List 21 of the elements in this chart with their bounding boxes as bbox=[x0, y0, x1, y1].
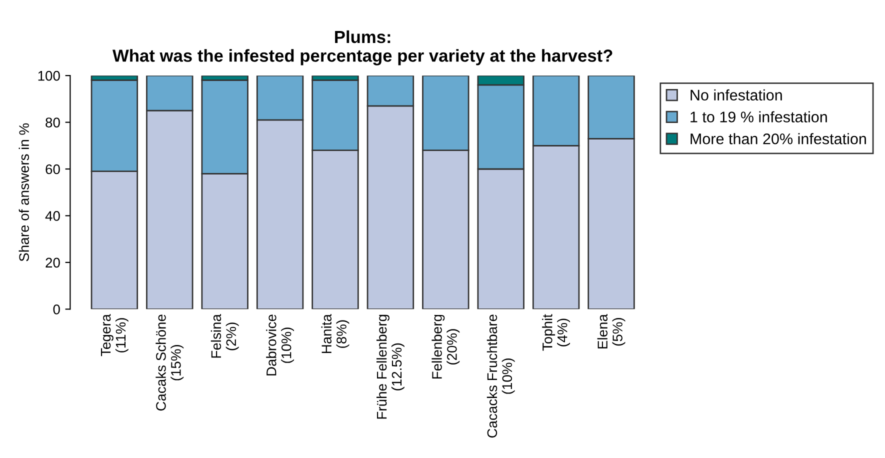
x-tick-label: Fellenberg (20%) bbox=[432, 314, 460, 378]
x-tick-label: Tegera (11%) bbox=[100, 314, 128, 356]
chart-title: Plums: What was the infested percentage per variety at the harvest? bbox=[112, 30, 612, 66]
legend-label: No infestation bbox=[690, 89, 782, 101]
y-tick-label: 20 bbox=[46, 258, 60, 268]
x-tick-label: Cacacks Fruchtbare (10%) bbox=[486, 314, 515, 438]
y-axis-title: Share of answers in % bbox=[18, 123, 29, 262]
x-tick-label: Felsina (2%) bbox=[210, 314, 239, 358]
legend-label: More than 20% infestation bbox=[690, 133, 866, 144]
y-tick-label: 60 bbox=[46, 164, 60, 174]
x-tick-label: Elena (5%) bbox=[597, 314, 626, 348]
y-tick-label: 0 bbox=[53, 304, 60, 314]
x-tick-label: Frühe Fellenberg (12.5%) bbox=[376, 314, 404, 419]
x-tick-label: Cacaks Schöne (15%) bbox=[156, 314, 184, 411]
x-tick-label: Tophit (4%) bbox=[542, 314, 570, 351]
y-tick-label: 40 bbox=[45, 211, 60, 221]
y-tick-label: 100 bbox=[38, 70, 60, 81]
legend-label: 1 to 19 % infestation bbox=[690, 111, 827, 122]
x-tick-label: Hanita (8%) bbox=[321, 314, 350, 354]
x-tick-label: Dabrovice (10%) bbox=[266, 314, 294, 376]
y-tick-label: 80 bbox=[46, 118, 60, 128]
